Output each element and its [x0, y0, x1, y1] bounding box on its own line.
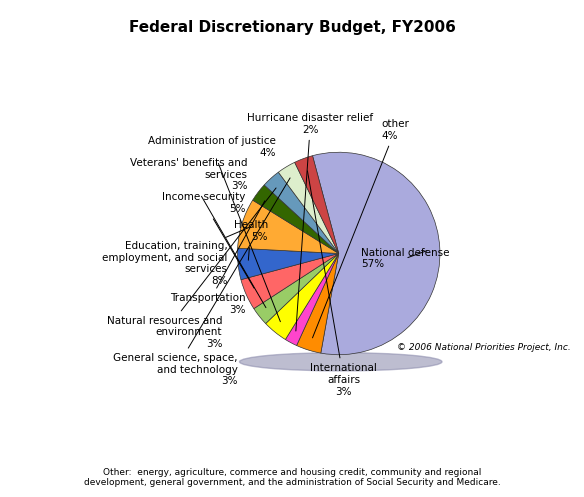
Text: Education, training,
employment, and social
services
8%: Education, training, employment, and soc…	[102, 227, 249, 286]
Wedge shape	[238, 248, 339, 280]
Wedge shape	[297, 253, 339, 353]
Wedge shape	[238, 200, 339, 253]
Wedge shape	[266, 253, 339, 339]
Text: International
affairs
3%: International affairs 3%	[307, 171, 377, 397]
Text: Transportation
3%: Transportation 3%	[170, 201, 265, 315]
Text: Other:  energy, agriculture, commerce and housing credit, community and regional: Other: energy, agriculture, commerce and…	[84, 468, 500, 487]
Wedge shape	[253, 185, 339, 253]
Text: Health
5%: Health 5%	[234, 220, 268, 260]
Wedge shape	[312, 152, 440, 355]
Text: Income security
5%: Income security 5%	[162, 192, 254, 288]
Text: Administration of justice
4%: Administration of justice 4%	[148, 136, 280, 322]
Text: General science, space,
and technology
3%: General science, space, and technology 3…	[113, 178, 290, 387]
Wedge shape	[264, 172, 339, 253]
Text: Federal Discretionary Budget, FY2006: Federal Discretionary Budget, FY2006	[128, 20, 456, 35]
Text: Hurricane disaster relief
2%: Hurricane disaster relief 2%	[247, 113, 373, 331]
Text: Veterans' benefits and
services
3%: Veterans' benefits and services 3%	[130, 158, 266, 308]
Wedge shape	[295, 156, 339, 253]
Text: National defense
57%: National defense 57%	[361, 248, 450, 269]
Text: Natural resources and
environment
3%: Natural resources and environment 3%	[107, 188, 276, 349]
Wedge shape	[286, 253, 339, 345]
Wedge shape	[254, 253, 339, 324]
Wedge shape	[279, 163, 339, 253]
Ellipse shape	[239, 353, 442, 371]
Text: © 2006 National Priorities Project, Inc.: © 2006 National Priorities Project, Inc.	[397, 343, 571, 352]
Text: other
4%: other 4%	[312, 119, 409, 338]
Wedge shape	[241, 253, 339, 309]
